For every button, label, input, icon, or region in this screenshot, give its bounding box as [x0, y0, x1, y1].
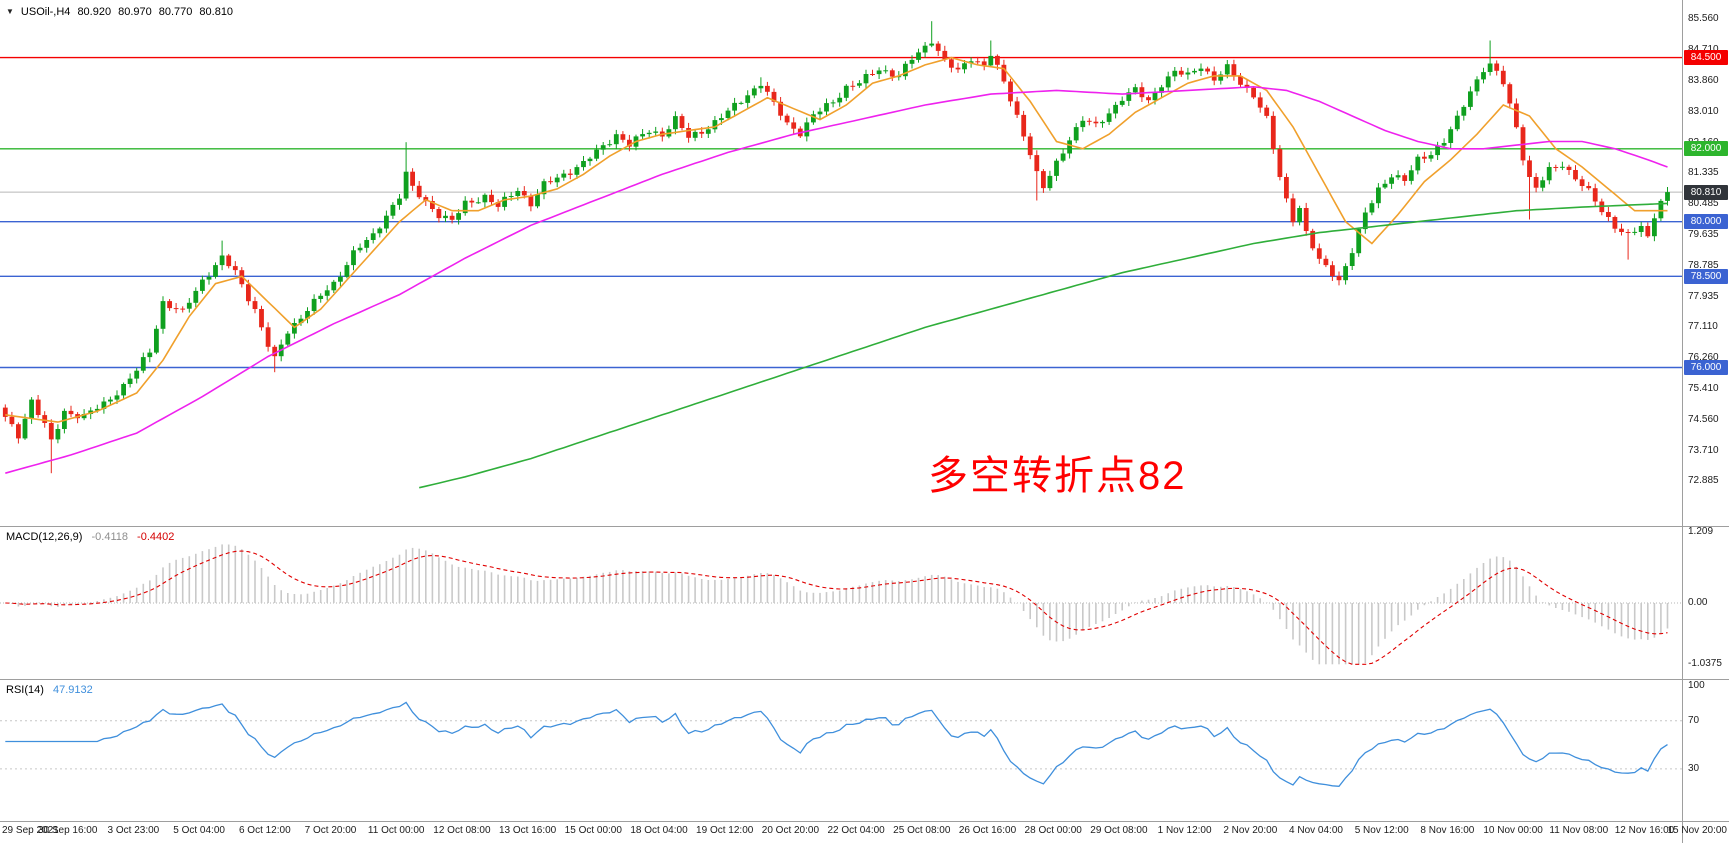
- ma-fast-line: [5, 56, 1668, 423]
- rsi-value: 47.9132: [52, 684, 93, 696]
- price-axis-tick: 83.860: [1688, 75, 1719, 86]
- main-macd-separator[interactable]: [0, 526, 1729, 527]
- time-axis-label: 2 Nov 20:00: [1223, 825, 1278, 836]
- time-axis-label: 8 Nov 16:00: [1420, 825, 1475, 836]
- time-axis-label: 18 Oct 04:00: [630, 825, 688, 836]
- ohlc-low-value: 80.770: [158, 6, 193, 18]
- price-axis-tick: 75.410: [1688, 383, 1719, 394]
- time-axis-label: 28 Oct 00:00: [1024, 825, 1082, 836]
- rsi-line: [5, 701, 1668, 787]
- time-axis-label: 15 Oct 00:00: [564, 825, 622, 836]
- price-axis-tick: 85.560: [1688, 13, 1719, 24]
- price-axis-tick: 79.635: [1688, 229, 1719, 240]
- rsi-axis-tick: 30: [1688, 763, 1700, 774]
- ma-mid-line: [5, 85, 1668, 474]
- time-axis-label: 19 Oct 12:00: [696, 825, 754, 836]
- chart-header: ▼ USOil-,H4 80.920 80.970 80.770 80.810: [6, 6, 233, 18]
- ohlc-open-value: 80.920: [77, 6, 112, 18]
- time-axis-label: 29 Sep 2021: [2, 825, 59, 836]
- macd-indicator-label: MACD(12,26,9) -0.4118 -0.4402: [6, 531, 174, 543]
- price-badge-82.000: 82.000: [1684, 141, 1728, 156]
- time-axis-label: 20 Oct 20:00: [761, 825, 820, 836]
- time-axis-label: 10 Nov 00:00: [1483, 825, 1543, 836]
- price-badge-80.810: 80.810: [1684, 185, 1728, 200]
- macd-axis-tick: -1.0375: [1688, 658, 1722, 669]
- price-badge-80.000: 80.000: [1684, 214, 1728, 229]
- price-axis-tick: 83.010: [1688, 106, 1719, 117]
- time-axis-label: 11 Nov 08:00: [1549, 825, 1609, 836]
- price-axis-tick: 77.110: [1688, 321, 1718, 332]
- time-axis-label: 13 Oct 16:00: [498, 825, 557, 836]
- time-axis-label: 4 Nov 04:00: [1289, 825, 1343, 836]
- rsi-timeaxis-separator: [0, 821, 1729, 822]
- price-axis-tick: 77.935: [1688, 291, 1719, 302]
- ma-slow-line: [419, 202, 1668, 489]
- time-axis-label: 29 Oct 08:00: [1090, 825, 1148, 836]
- time-axis-label: 26 Oct 16:00: [958, 825, 1017, 836]
- macd-rsi-separator[interactable]: [0, 679, 1729, 680]
- rsi-axis-tick: 100: [1688, 680, 1705, 691]
- macd-main-value: -0.4118: [91, 531, 128, 543]
- time-axis-label: 15 Nov 20:00: [1667, 825, 1728, 836]
- time-axis-label: 12 Oct 08:00: [433, 825, 491, 836]
- symbol-timeframe-label: USOil-,H4: [20, 6, 71, 18]
- price-axis-tick: 74.560: [1688, 414, 1719, 425]
- time-axis-label: 12 Nov 16:00: [1614, 825, 1675, 836]
- macd-axis-tick: 0.00: [1688, 597, 1708, 608]
- ohlc-close-value: 80.810: [199, 6, 234, 18]
- price-axis-tick: 72.885: [1688, 475, 1719, 486]
- price-badge-78.500: 78.500: [1684, 269, 1728, 284]
- time-axis-label: 3 Oct 23:00: [107, 825, 160, 836]
- macd-signal-value: -0.4402: [137, 531, 175, 543]
- time-axis-label: 25 Oct 08:00: [893, 825, 951, 836]
- price-badge-76.000: 76.000: [1684, 360, 1728, 375]
- time-axis-label: 7 Oct 20:00: [304, 825, 357, 836]
- price-axis[interactable]: 85.56084.71083.86083.01082.16081.33580.4…: [1683, 0, 1729, 843]
- time-axis-label: 6 Oct 12:00: [238, 825, 291, 836]
- price-axis-tick: 84.710: [1688, 44, 1719, 55]
- time-axis[interactable]: 29 Sep 2021 30 Sep 16:00 3 Oct 23:00 5 Oct …: [0, 823, 1729, 841]
- macd-signal-line: [5, 550, 1668, 665]
- rsi-name: RSI(14): [6, 684, 44, 696]
- chart-annotation-text: 多空转折点82: [928, 454, 1187, 498]
- price-axis-tick: 73.710: [1688, 445, 1719, 456]
- symbol-dropdown-icon[interactable]: ▼: [6, 6, 14, 16]
- price-axis-tick: 78.785: [1688, 260, 1719, 271]
- ohlc-high-value: 80.970: [118, 6, 152, 18]
- price-axis-tick: 80.485: [1688, 198, 1719, 209]
- macd-name: MACD(12,26,9): [6, 531, 83, 543]
- price-badge-84.500: 84.500: [1684, 50, 1728, 65]
- price-axis-tick: 76.260: [1688, 352, 1719, 363]
- time-axis-label: 1 Nov 12:00: [1157, 825, 1212, 836]
- time-axis-label: 5 Nov 12:00: [1354, 825, 1409, 836]
- time-axis-label: 5 Oct 04:00: [173, 825, 225, 836]
- rsi-indicator-label: RSI(14) 47.9132: [6, 684, 93, 696]
- candlesticks: [2, 21, 1670, 474]
- price-axis-separator: [1682, 0, 1683, 843]
- time-axis-label: 22 Oct 04:00: [827, 825, 885, 836]
- time-axis-label: 30 Sep 16:00: [37, 825, 98, 836]
- macd-axis-tick: 1.209: [1688, 526, 1714, 537]
- rsi-axis-tick: 70: [1688, 715, 1700, 726]
- time-axis-label: 11 Oct 00:00: [367, 825, 425, 836]
- macd-histogram: [11, 544, 1669, 665]
- price-axis-tick: 81.335: [1688, 167, 1719, 178]
